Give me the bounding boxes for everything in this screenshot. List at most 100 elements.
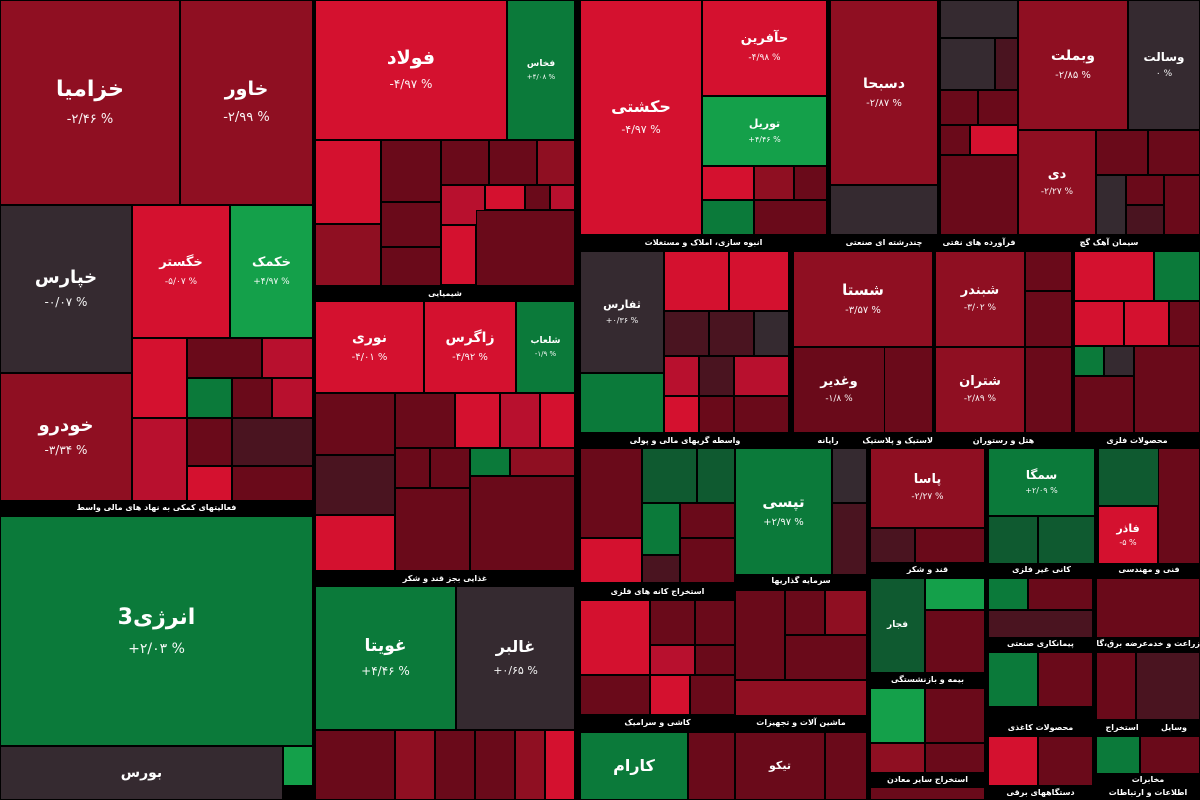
stock-tile-small[interactable] bbox=[1126, 175, 1164, 205]
stock-tile[interactable]: غالبر +۰/۶۵ % bbox=[456, 586, 575, 730]
stock-tile-small[interactable] bbox=[476, 210, 575, 286]
stock-tile-small[interactable] bbox=[699, 396, 734, 433]
stock-tile-small[interactable] bbox=[1025, 251, 1072, 291]
stock-tile[interactable]: خاور -۲/۹۹ % bbox=[180, 0, 313, 205]
stock-tile-small[interactable] bbox=[132, 418, 187, 501]
stock-tile-small[interactable] bbox=[664, 396, 699, 433]
stock-tile-small[interactable] bbox=[1096, 175, 1126, 235]
stock-tile-small[interactable] bbox=[870, 743, 925, 773]
stock-tile-small[interactable] bbox=[734, 356, 789, 396]
stock-tile[interactable]: ثفارس bbox=[580, 373, 664, 433]
stock-tile-small[interactable] bbox=[1096, 130, 1148, 175]
stock-tile-small[interactable] bbox=[395, 488, 470, 571]
stock-tile-small[interactable] bbox=[1126, 205, 1164, 235]
stock-tile-small[interactable] bbox=[455, 393, 500, 448]
stock-tile-small[interactable] bbox=[315, 140, 381, 224]
stock-tile-small[interactable] bbox=[441, 140, 489, 185]
stock-tile-small[interactable] bbox=[664, 356, 699, 396]
stock-tile[interactable]: غویتا +۴/۴۶ % bbox=[315, 586, 456, 730]
stock-tile-small[interactable] bbox=[1148, 130, 1200, 175]
stock-tile-small[interactable] bbox=[988, 652, 1038, 707]
stock-tile-small[interactable] bbox=[283, 746, 313, 786]
stock-tile-small[interactable] bbox=[915, 528, 985, 563]
stock-tile-small[interactable] bbox=[187, 378, 232, 418]
stock-tile-small[interactable] bbox=[925, 610, 985, 673]
stock-tile-small[interactable] bbox=[925, 743, 985, 773]
stock-tile[interactable]: وغدیر -۱/۸ % bbox=[793, 347, 885, 433]
stock-tile[interactable]: تپسی +۲/۹۷ % bbox=[735, 448, 832, 575]
stock-tile-small[interactable] bbox=[1096, 652, 1136, 720]
stock-tile-small[interactable] bbox=[580, 538, 642, 583]
stock-tile[interactable]: خپارس -۰/۰۷ % bbox=[0, 205, 132, 373]
stock-tile-small[interactable] bbox=[315, 224, 381, 286]
stock-tile-small[interactable] bbox=[697, 448, 735, 503]
stock-tile-small[interactable] bbox=[925, 688, 985, 743]
stock-tile[interactable]: دسبحا -۲/۸۷ % bbox=[830, 0, 938, 185]
stock-tile-small[interactable] bbox=[262, 338, 313, 378]
stock-tile-small[interactable] bbox=[132, 338, 187, 418]
stock-tile[interactable]: فجار bbox=[870, 578, 925, 673]
stock-tile-small[interactable] bbox=[232, 418, 313, 466]
stock-tile-small[interactable] bbox=[1140, 736, 1200, 774]
stock-tile-small[interactable] bbox=[825, 590, 867, 635]
stock-tile-small[interactable] bbox=[1025, 291, 1072, 347]
stock-tile-small[interactable] bbox=[1038, 652, 1093, 707]
stock-tile-small[interactable] bbox=[1038, 736, 1093, 786]
stock-tile-small[interactable] bbox=[537, 140, 575, 185]
stock-tile-small[interactable] bbox=[650, 675, 690, 715]
stock-tile-small[interactable] bbox=[1169, 301, 1200, 346]
stock-tile-small[interactable] bbox=[785, 635, 867, 680]
stock-tile-small[interactable] bbox=[664, 251, 729, 311]
stock-tile[interactable]: حکشتی -۴/۹۷ % bbox=[580, 0, 702, 235]
stock-tile-small[interactable] bbox=[395, 730, 435, 800]
stock-tile[interactable]: بورس bbox=[0, 746, 283, 800]
stock-tile[interactable]: ثفارس +۰/۳۶ % bbox=[580, 251, 664, 373]
stock-tile-small[interactable] bbox=[940, 125, 970, 155]
stock-tile-small[interactable] bbox=[642, 503, 680, 555]
stock-tile-small[interactable] bbox=[315, 515, 395, 571]
stock-tile-small[interactable] bbox=[735, 590, 785, 680]
stock-tile-small[interactable] bbox=[470, 448, 510, 476]
stock-tile-small[interactable] bbox=[870, 528, 915, 563]
stock-tile-small[interactable] bbox=[680, 503, 735, 538]
stock-tile-small[interactable] bbox=[381, 202, 441, 247]
stock-tile-small[interactable] bbox=[1074, 346, 1104, 376]
stock-tile-small[interactable] bbox=[1038, 516, 1095, 564]
stock-tile-small[interactable] bbox=[754, 200, 827, 235]
stock-tile[interactable]: فولاد -۴/۹۷ % bbox=[315, 0, 507, 140]
stock-tile-small[interactable] bbox=[1028, 578, 1093, 610]
stock-tile-small[interactable] bbox=[688, 732, 735, 800]
stock-tile[interactable]: شبندر -۳/۰۲ % bbox=[935, 251, 1025, 347]
stock-tile-small[interactable] bbox=[754, 166, 794, 200]
stock-tile-small[interactable] bbox=[690, 675, 735, 715]
stock-tile-small[interactable] bbox=[699, 356, 734, 396]
stock-tile[interactable]: نوری -۴/۰۱ % bbox=[315, 301, 424, 393]
stock-tile[interactable]: خکمک +۴/۹۷ % bbox=[230, 205, 313, 338]
stock-tile-small[interactable] bbox=[232, 378, 272, 418]
stock-tile-small[interactable] bbox=[940, 90, 978, 125]
stock-tile[interactable]: زاگرس -۴/۹۲ % bbox=[424, 301, 516, 393]
stock-tile-small[interactable] bbox=[940, 155, 1018, 235]
stock-tile[interactable]: وسالت ۰ % bbox=[1128, 0, 1200, 130]
stock-tile-small[interactable] bbox=[1104, 346, 1134, 376]
stock-tile-small[interactable] bbox=[540, 393, 575, 448]
stock-tile-small[interactable] bbox=[988, 516, 1038, 564]
stock-tile-small[interactable] bbox=[1096, 578, 1200, 638]
stock-tile-small[interactable] bbox=[1074, 301, 1124, 346]
stock-tile-small[interactable] bbox=[580, 448, 642, 538]
stock-tile-small[interactable] bbox=[315, 730, 395, 800]
stock-tile-small[interactable] bbox=[1074, 376, 1134, 433]
stock-tile-small[interactable] bbox=[832, 503, 867, 575]
stock-tile-small[interactable] bbox=[510, 448, 575, 476]
stock-tile[interactable]: دی -۲/۲۷ % bbox=[1018, 130, 1096, 235]
stock-tile-small[interactable] bbox=[870, 688, 925, 743]
stock-tile-small[interactable] bbox=[1154, 251, 1200, 301]
stock-tile-small[interactable] bbox=[642, 448, 697, 503]
stock-tile-small[interactable] bbox=[988, 736, 1038, 786]
stock-tile-small[interactable] bbox=[664, 311, 709, 356]
stock-tile-small[interactable] bbox=[187, 418, 232, 466]
stock-tile-small[interactable] bbox=[695, 600, 735, 645]
stock-tile[interactable]: توریل +۴/۴۶ % bbox=[702, 96, 827, 166]
stock-tile-small[interactable] bbox=[545, 730, 575, 800]
stock-tile-small[interactable] bbox=[315, 455, 395, 515]
